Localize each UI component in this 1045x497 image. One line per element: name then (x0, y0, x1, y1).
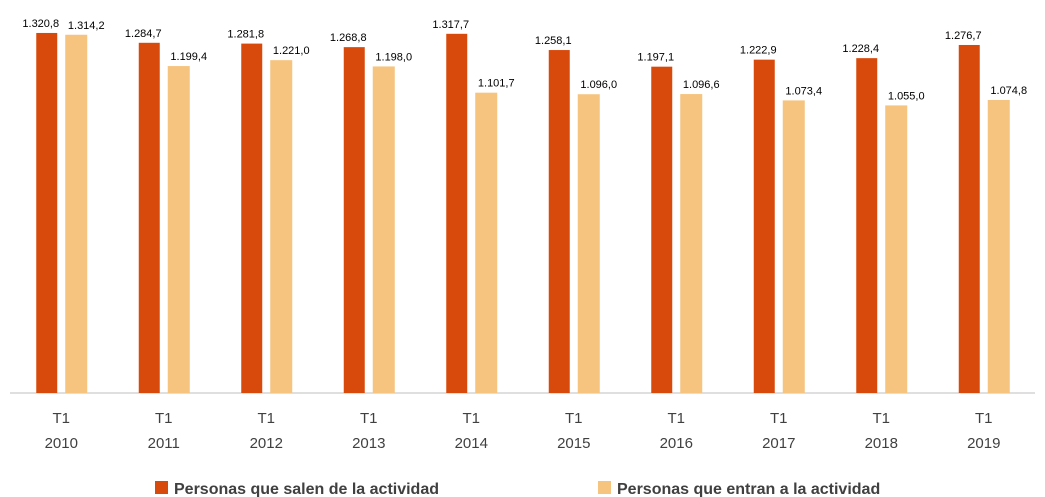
bar (782, 100, 805, 393)
bar (446, 33, 468, 393)
bar (856, 58, 878, 394)
data-label: 1.096,6 (683, 79, 720, 91)
data-label: 1.314,2 (68, 20, 105, 32)
data-label: 1.055,0 (888, 90, 925, 102)
bar (138, 42, 160, 394)
bar (987, 100, 1010, 393)
data-label: 1.101,7 (478, 78, 515, 90)
data-label: 1.198,0 (375, 51, 412, 63)
legend-swatch (598, 481, 611, 494)
data-label: 1.320,8 (22, 18, 59, 30)
data-label: 1.073,4 (785, 85, 822, 97)
bar (343, 47, 365, 393)
bar (270, 60, 293, 394)
legend-swatch (155, 481, 168, 494)
legend-label: Personas que entran a la actividad (617, 481, 880, 497)
data-label: 1.096,0 (580, 79, 617, 91)
x-tick-label: T1 2013 (352, 410, 385, 452)
data-label: 1.284,7 (125, 28, 162, 40)
bar (372, 66, 395, 393)
data-label: 1.281,8 (227, 29, 264, 41)
x-tick-label: T1 2010 (45, 410, 78, 452)
bar (753, 59, 775, 394)
bar (475, 92, 498, 393)
x-tick-label: T1 2015 (557, 410, 590, 452)
bar (65, 34, 88, 393)
data-label: 1.317,7 (432, 19, 469, 31)
bar (651, 66, 673, 393)
data-label: 1.268,8 (330, 32, 367, 44)
data-label: 1.258,1 (535, 35, 572, 47)
x-tick-label: T1 2016 (660, 410, 693, 452)
data-label: 1.221,0 (273, 45, 310, 57)
x-tick-label: T1 2019 (967, 410, 1000, 452)
data-label: 1.199,4 (170, 51, 207, 63)
bar (577, 94, 600, 393)
bar (36, 32, 58, 393)
bar (548, 50, 570, 393)
x-tick-label: T1 2012 (250, 410, 283, 452)
bar (241, 43, 263, 393)
bar (958, 44, 980, 393)
x-tick-label: T1 2017 (762, 410, 795, 452)
data-label: 1.276,7 (945, 30, 982, 42)
data-label: 1.222,9 (740, 45, 777, 57)
data-label: 1.228,4 (842, 43, 879, 55)
x-tick-label: T1 2011 (148, 410, 180, 452)
x-tick-label: T1 2014 (455, 410, 488, 452)
bar (680, 94, 703, 394)
legend-label: Personas que salen de la actividad (174, 481, 439, 497)
bar (885, 105, 908, 393)
x-tick-label: T1 2018 (865, 410, 898, 452)
data-label: 1.197,1 (637, 52, 674, 64)
data-label: 1.074,8 (990, 85, 1027, 97)
bar (167, 66, 190, 394)
